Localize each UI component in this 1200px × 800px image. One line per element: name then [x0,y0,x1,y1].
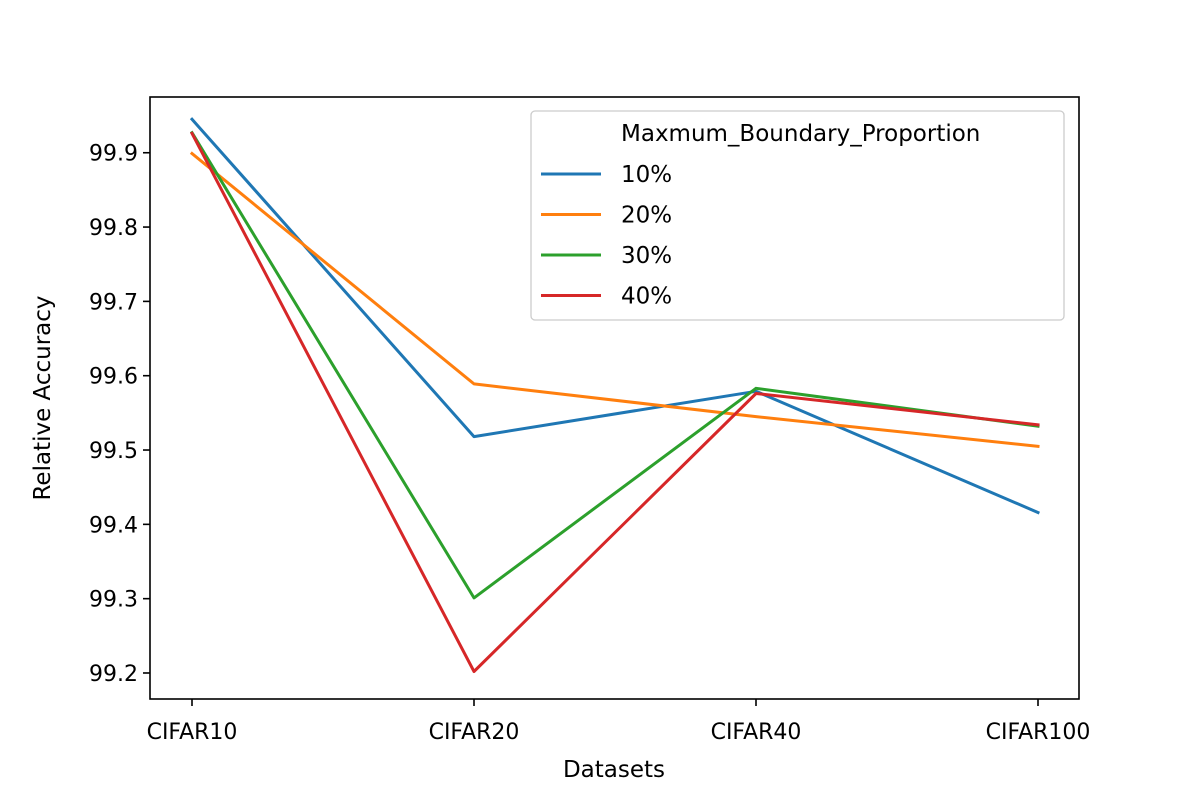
legend-entries: 10% 20% 30% 40% [541,162,672,310]
y-axis-ticks: 99.2 99.3 99.4 99.5 99.6 99.7 99.8 99.9 [89,142,150,687]
series-line-2 [189,130,1040,600]
x-axis-label: Datasets [563,757,665,783]
series-layer [189,117,1040,673]
y-tick-label: 99.3 [89,588,138,613]
x-tick-label: CIFAR20 [429,720,520,745]
y-tick-label: 99.6 [89,365,138,390]
plot-frame [149,96,1080,700]
y-tick-label: 99.9 [89,142,138,167]
x-tick-label: CIFAR100 [986,720,1091,745]
y-tick-label: 99.2 [89,662,138,687]
y-tick-label: 99.8 [89,216,138,241]
legend-label: 20% [621,203,672,229]
y-axis-label: Relative Accuracy [30,295,56,500]
legend-title: Maxmum_Boundary_Proportion [621,121,980,147]
y-tick-label: 99.5 [89,439,138,464]
series-line-0 [189,117,1040,515]
legend-label: 10% [621,162,672,188]
y-tick-label: 99.7 [89,290,138,315]
x-tick-label: CIFAR10 [147,720,238,745]
x-tick-label: CIFAR40 [711,720,802,745]
legend-label: 40% [621,284,672,310]
series-line-1 [189,151,1040,448]
legend: Maxmum_Boundary_Proportion 10% 20% 30% 40% [530,110,1065,321]
x-axis-ticks: CIFAR10 CIFAR20 CIFAR40 CIFAR100 [147,699,1091,745]
legend-label: 30% [621,243,672,269]
series-line-3 [189,131,1040,673]
legend-box [530,110,1065,321]
y-tick-label: 99.4 [89,513,138,538]
